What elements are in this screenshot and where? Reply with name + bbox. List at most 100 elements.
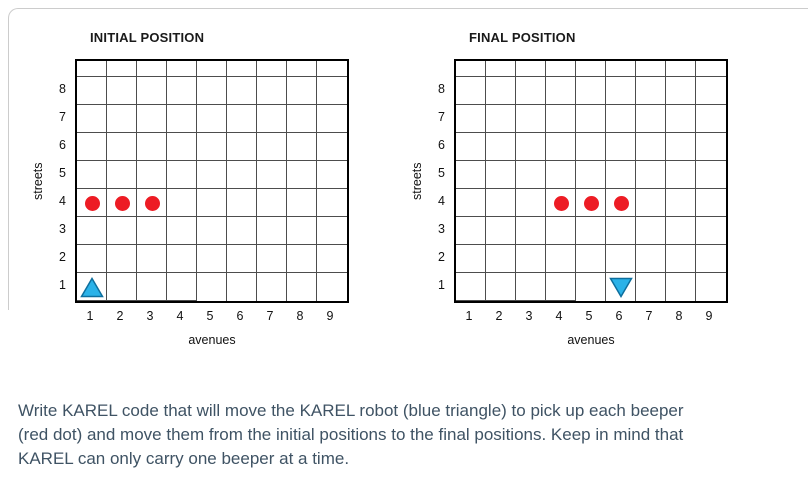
grid-cell: [107, 161, 137, 189]
grid-cell: [546, 133, 576, 161]
grid-cell: [576, 133, 606, 161]
grid-cell: [516, 105, 546, 133]
avenue-label: 1: [86, 309, 94, 323]
grid-cell: [666, 161, 696, 189]
grid-cell: [167, 61, 197, 77]
grid-cell: [576, 161, 606, 189]
beeper-dot: [84, 195, 100, 211]
grid-cell: [317, 77, 347, 105]
avenue-label: 2: [116, 309, 124, 323]
grid-cell: [696, 189, 726, 217]
grid-cell: [666, 61, 696, 77]
initial-position-figure: INITIAL POSITION streets 8 7 6 5 4 3 2 1 1 2 3 4 5 6…: [30, 30, 349, 347]
grid-cell: [696, 273, 726, 301]
street-label: 3: [59, 222, 66, 236]
grid-cell: [227, 161, 257, 189]
grid-cell: [516, 61, 546, 77]
avenue-label: 8: [296, 309, 304, 323]
grid-cell: [606, 105, 636, 133]
grid-cell: [257, 217, 287, 245]
grid-cell: [167, 217, 197, 245]
grid-cell: [516, 273, 546, 301]
grid-cell: [257, 133, 287, 161]
street-label: 6: [59, 138, 66, 152]
street-label: 5: [59, 166, 66, 180]
avenue-label: 7: [645, 309, 653, 323]
avenue-label: 4: [555, 309, 563, 323]
karel-grid: [454, 59, 728, 303]
grid-cell: [516, 245, 546, 273]
grid-cell: [456, 161, 486, 189]
grid-cell: [257, 273, 287, 301]
grid-cell: [137, 77, 167, 105]
grid-cell: [137, 61, 167, 77]
grid-cell: [456, 61, 486, 77]
avenue-label: 9: [705, 309, 713, 323]
grid-cell: [546, 217, 576, 245]
grid-cell: [197, 133, 227, 161]
beeper-dot: [114, 195, 130, 211]
grid-cell: [606, 61, 636, 77]
grid-cell: [167, 161, 197, 189]
grid-cell: [666, 133, 696, 161]
grid-cell: [636, 245, 666, 273]
grid-cell: [456, 273, 486, 301]
grid-cell: [287, 245, 317, 273]
grid-cell: [287, 161, 317, 189]
grid-cell: [227, 77, 257, 105]
grid-cell: [167, 77, 197, 105]
grid-cell: [257, 245, 287, 273]
grid-cell: [666, 245, 696, 273]
avenue-label: 5: [206, 309, 214, 323]
grid-cell: [257, 105, 287, 133]
avenue-label: 6: [615, 309, 623, 323]
grid-cell: [137, 245, 167, 273]
avenue-label: 8: [675, 309, 683, 323]
avenue-label: 6: [236, 309, 244, 323]
grid-cell: [317, 273, 347, 301]
grid-cell: [107, 77, 137, 105]
avenue-label: 3: [525, 309, 533, 323]
grid-cell: [516, 217, 546, 245]
grid-cell: [606, 217, 636, 245]
grid-cell: [227, 105, 257, 133]
grid-cell: [197, 217, 227, 245]
grid-cell: [516, 133, 546, 161]
grid-cell: [197, 77, 227, 105]
avenue-label: 3: [146, 309, 154, 323]
beeper-dot: [613, 195, 629, 211]
grid-cell: [167, 189, 197, 217]
grid-cell: [137, 105, 167, 133]
grid-cell: [227, 245, 257, 273]
grid-cell: [636, 77, 666, 105]
grid-cell: [257, 161, 287, 189]
avenue-label: 2: [495, 309, 503, 323]
grid-cell: [287, 61, 317, 77]
figure-title: FINAL POSITION: [469, 30, 576, 45]
grid-cell: [696, 105, 726, 133]
grid-cell: [317, 217, 347, 245]
grid-cell: [257, 77, 287, 105]
grid-cell: [666, 189, 696, 217]
grid-cell: [137, 133, 167, 161]
grid-cell: [606, 77, 636, 105]
karel-robot-triangle: [609, 277, 633, 298]
avenue-label: 9: [326, 309, 334, 323]
grid-cell: [576, 245, 606, 273]
grid-cell: [486, 217, 516, 245]
grid-cell: [636, 105, 666, 133]
grid-cell: [576, 77, 606, 105]
grid-cell: [107, 245, 137, 273]
street-label: 5: [438, 166, 445, 180]
grid-cell: [456, 77, 486, 105]
question-text: Write KAREL code that will move the KARE…: [18, 401, 684, 469]
grid-cell: [606, 245, 636, 273]
street-label: 4: [438, 194, 445, 208]
grid-cell: [576, 61, 606, 77]
grid-cell: [606, 133, 636, 161]
street-label: 3: [438, 222, 445, 236]
grid-cell: [456, 105, 486, 133]
grid-cell: [107, 273, 137, 301]
grid-cell: [317, 105, 347, 133]
